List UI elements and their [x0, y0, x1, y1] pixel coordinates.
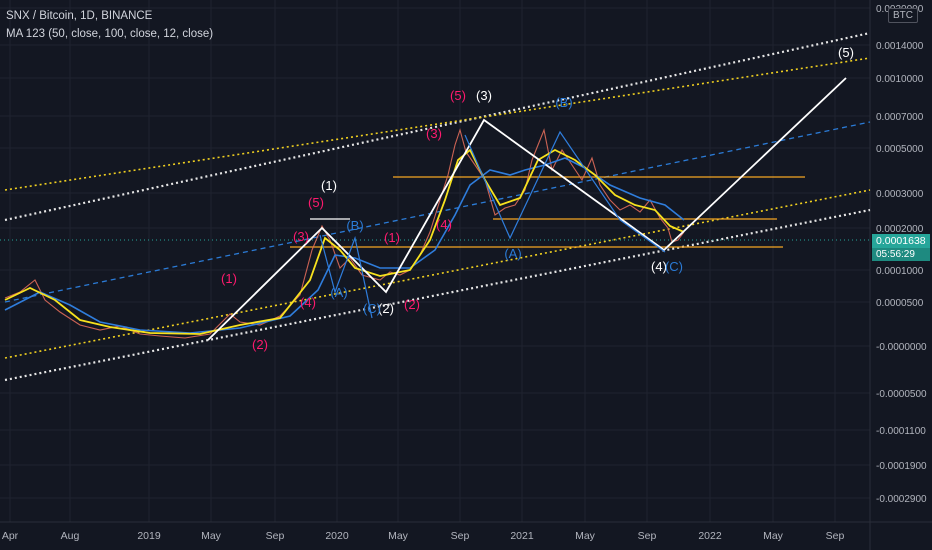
y-tick-label: -0.0002900 — [876, 494, 927, 505]
ma-slow-line — [4, 157, 685, 334]
x-tick-label: May — [201, 530, 222, 542]
x-tick-label: Sep — [451, 530, 470, 542]
wave-label: (5) — [838, 45, 854, 60]
correction-wave-path — [319, 234, 373, 319]
x-tick-label: Aug — [61, 530, 80, 542]
wave-label: (3) — [426, 126, 442, 141]
upper-median-line — [4, 57, 871, 191]
y-tick-label: 0.0002000 — [876, 224, 924, 235]
wave-label: (3) — [293, 229, 309, 244]
wave-label: (2) — [378, 301, 394, 316]
x-tick-label: May — [575, 530, 596, 542]
last-price-label: 0.0001638 — [872, 234, 930, 248]
primary-wave-path — [207, 77, 847, 341]
lower-channel-line — [4, 208, 871, 382]
y-tick-label: -0.0000500 — [876, 389, 927, 400]
wave-label: (C) — [665, 259, 683, 274]
x-tick-label: Sep — [638, 530, 657, 542]
center-channel-line — [4, 121, 871, 303]
wave-label: (B) — [555, 95, 572, 110]
y-tick-label: -0.0000000 — [876, 342, 927, 353]
x-tick-label: 2022 — [698, 530, 722, 542]
y-tick-label: -0.0001900 — [876, 461, 927, 472]
wave-label: (4) — [436, 217, 452, 232]
y-tick-label: 0.0005000 — [876, 144, 924, 155]
y-tick-label: -0.0001100 — [876, 426, 926, 437]
wave-label: (A) — [330, 285, 347, 300]
wave-label: (1) — [321, 178, 337, 193]
wave-label: (1) — [384, 230, 400, 245]
wave-label: (A) — [504, 246, 521, 261]
y-tick-label: 0.0007000 — [876, 112, 924, 123]
x-tick-label: May — [763, 530, 784, 542]
correction-wave-path-2 — [464, 130, 666, 253]
x-tick-label: Apr — [2, 530, 19, 542]
x-tick-label: Sep — [826, 530, 845, 542]
wave-label: (5) — [308, 195, 324, 210]
wave-label: (5) — [450, 88, 466, 103]
y-tick-label: 0.0010000 — [876, 74, 924, 85]
ma-fast-line — [4, 148, 685, 335]
wave-label: (3) — [476, 88, 492, 103]
wave-label: (4) — [300, 295, 316, 310]
x-tick-label: May — [388, 530, 409, 542]
wave-label: (B) — [346, 218, 363, 233]
x-tick-label: 2020 — [325, 530, 349, 542]
wave-label: (2) — [404, 297, 420, 312]
wave-label: (C) — [363, 301, 381, 316]
y-tick-label: 0.0014000 — [876, 41, 924, 52]
y-tick-label: 0.0001000 — [876, 266, 924, 277]
wave-label: (1) — [221, 271, 237, 286]
wave-label: (4) — [651, 259, 667, 274]
price-series — [4, 128, 685, 339]
symbol-title[interactable]: SNX / Bitcoin, 1D, BINANCE — [6, 10, 153, 22]
x-tick-label: 2019 — [137, 530, 161, 542]
countdown-label: 05:56:29 — [872, 248, 930, 261]
indicator-legend[interactable]: MA 123 (50, close, 100, close, 12, close… — [6, 28, 214, 40]
x-tick-label: Sep — [266, 530, 285, 542]
y-tick-label: 0.0003000 — [876, 189, 924, 200]
x-tick-label: 2021 — [510, 530, 534, 542]
currency-button[interactable]: BTC — [888, 8, 918, 23]
wave-label: (2) — [252, 337, 268, 352]
y-tick-label: 0.0000500 — [876, 298, 924, 309]
